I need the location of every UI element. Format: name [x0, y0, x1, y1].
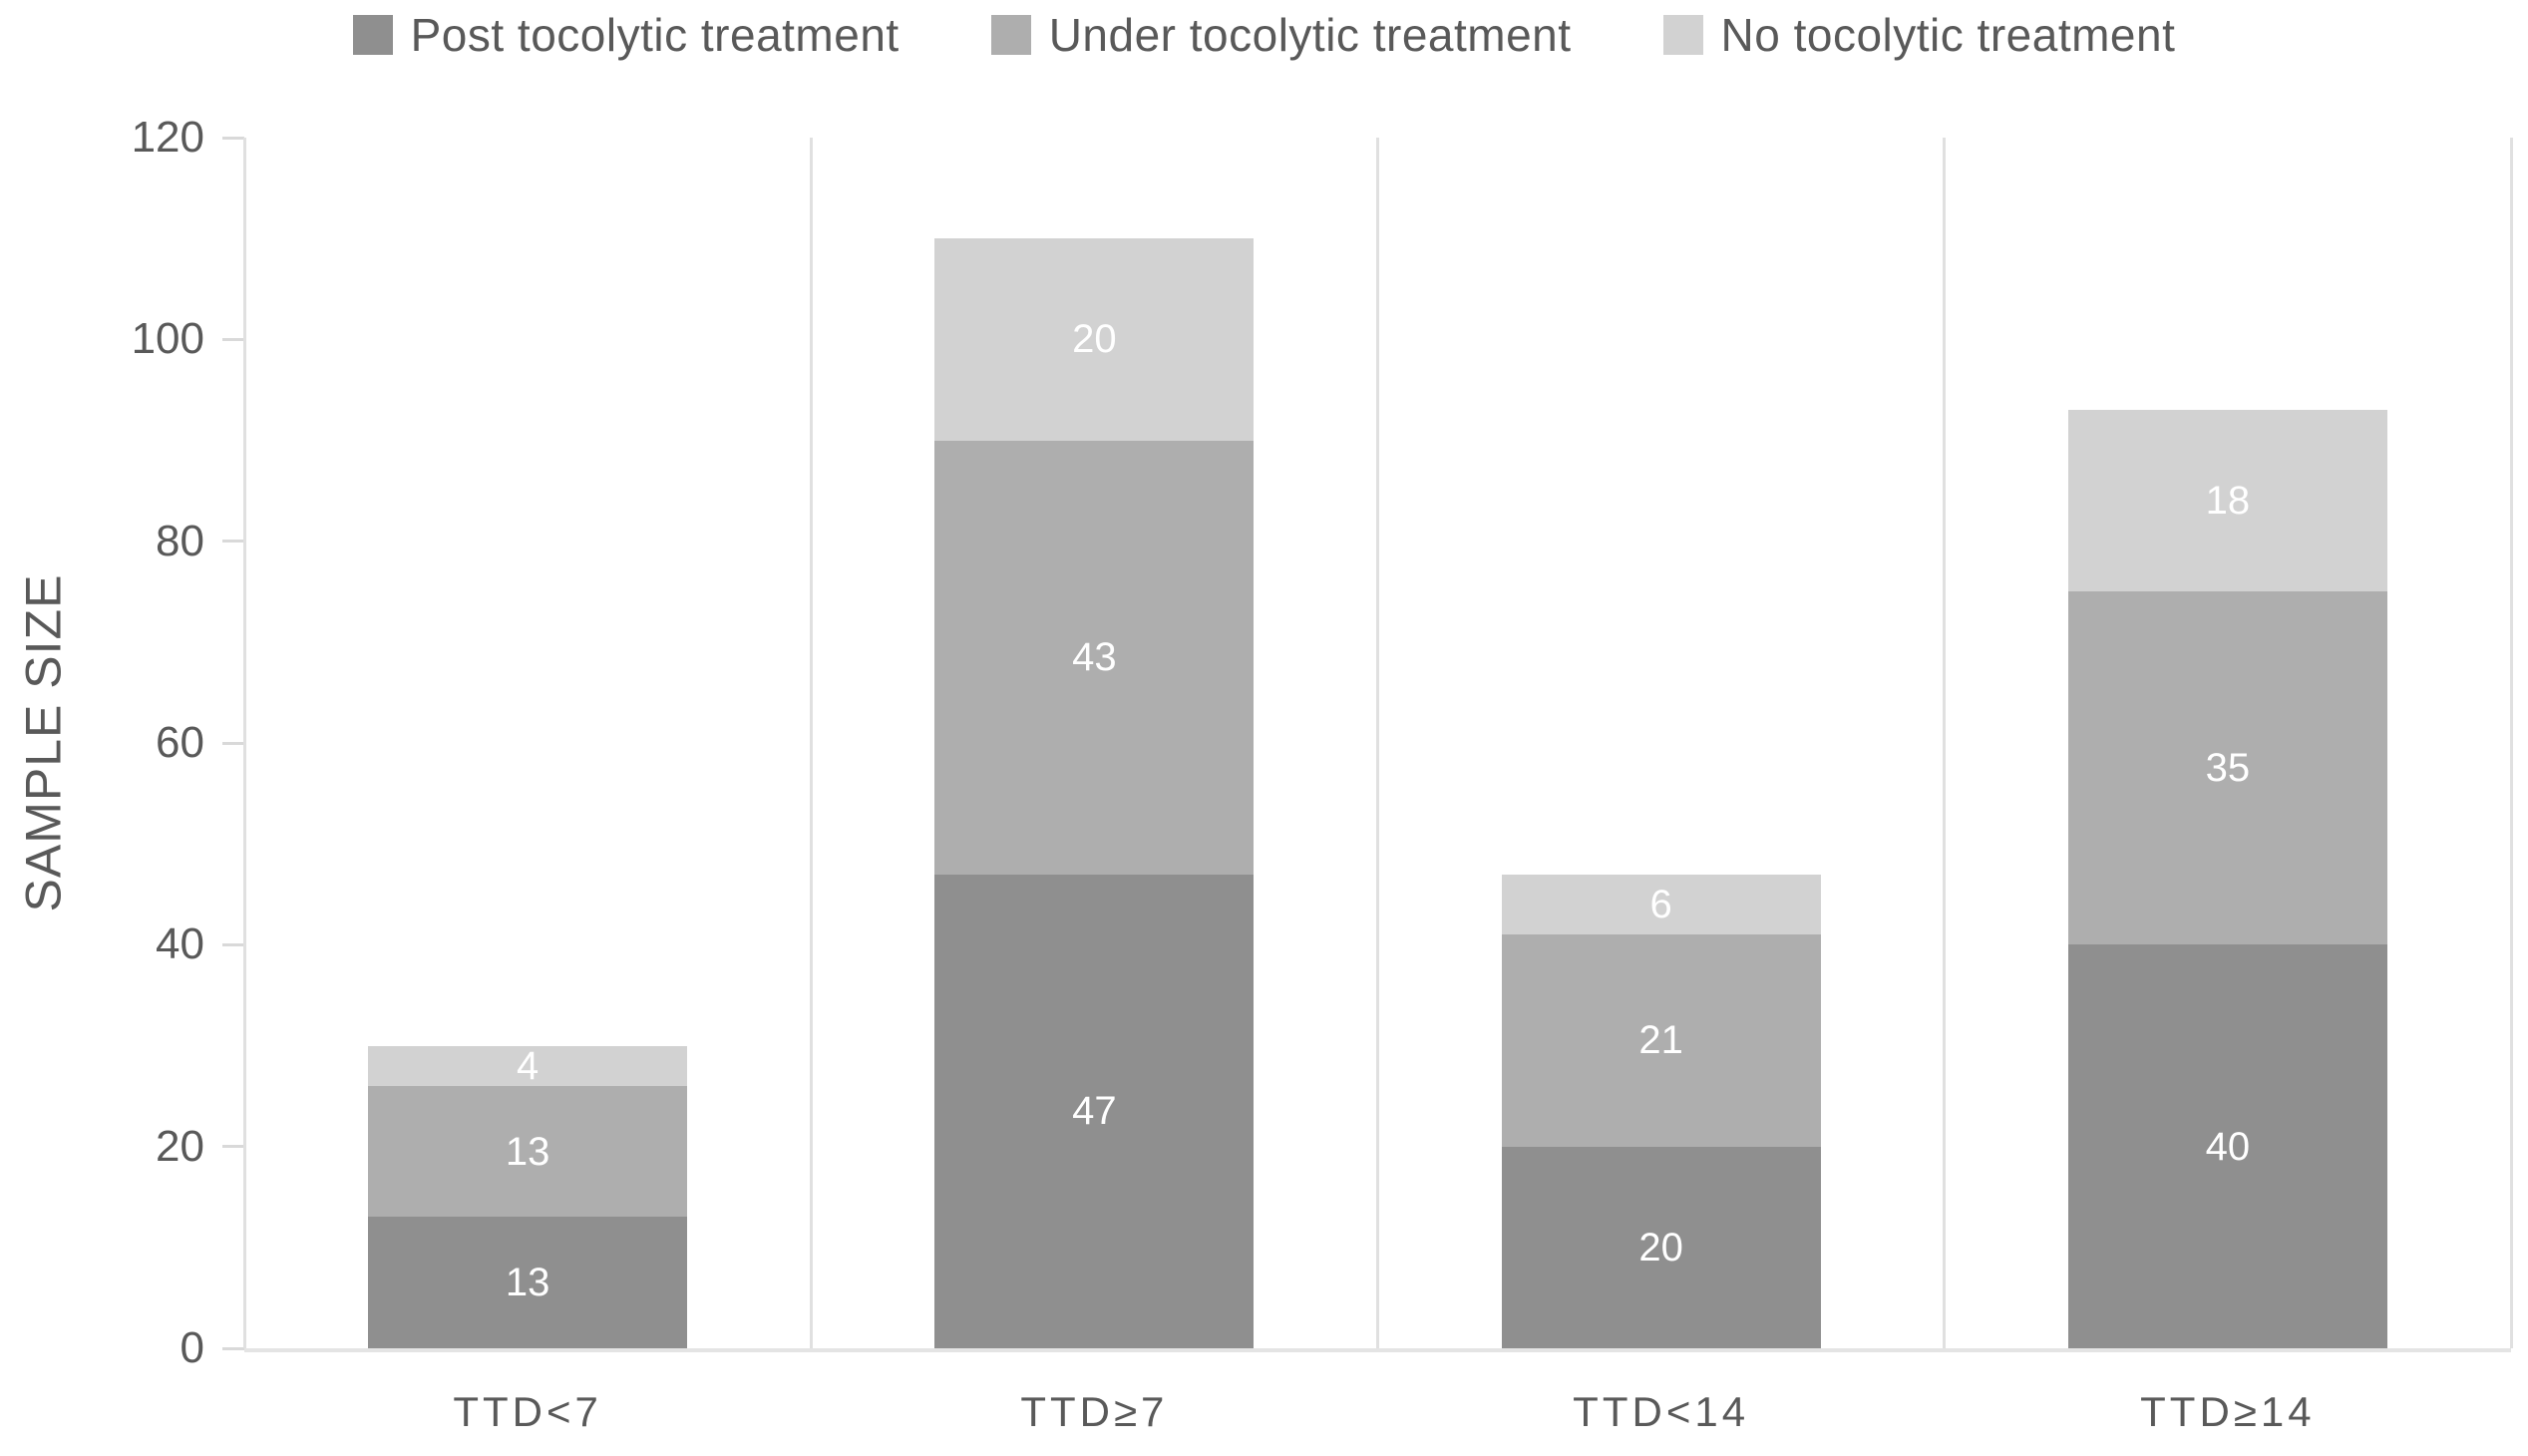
bar-segment: 21	[1501, 934, 1821, 1147]
bar-1: 47 43 20	[934, 238, 1255, 1348]
legend-label: Under tocolytic treatment	[1048, 9, 1572, 61]
y-tick-label: 60	[156, 718, 204, 767]
y-tick-label: 120	[131, 113, 204, 162]
y-tick-mark	[222, 942, 244, 946]
legend-swatch-icon	[1662, 15, 1703, 55]
panel-separator-line	[809, 138, 813, 1348]
data-label: 21	[1638, 1018, 1683, 1063]
panel-separator-line	[1943, 138, 1947, 1348]
bar-2: 20 21 6	[1501, 874, 1821, 1348]
data-label: 20	[1072, 317, 1117, 362]
panel-separator-line	[1376, 138, 1379, 1348]
data-label: 20	[1638, 1225, 1683, 1270]
y-tick-label: 40	[156, 919, 204, 969]
y-tick-mark	[222, 1145, 244, 1149]
legend-item: Post tocolytic treatment	[352, 8, 900, 62]
y-tick-mark	[222, 337, 244, 341]
legend-swatch-icon	[990, 15, 1031, 55]
y-axis-line	[242, 138, 246, 1348]
bar-segment: 43	[934, 440, 1255, 875]
legend-swatch-icon	[352, 15, 393, 55]
bar-segment: 35	[2067, 591, 2387, 945]
x-tick-label: TTD≥7	[1020, 1388, 1169, 1435]
data-label: 13	[505, 1261, 550, 1305]
legend-item: No tocolytic treatment	[1662, 8, 2176, 62]
plot-area: 13 13 4 47 43 20 20 21 6 40 35 18	[242, 138, 2513, 1348]
y-tick-label: 20	[156, 1121, 204, 1171]
bar-segment: 4	[368, 1043, 688, 1088]
data-label: 18	[2205, 479, 2251, 524]
data-label: 40	[2205, 1124, 2251, 1169]
y-tick-mark	[222, 1346, 244, 1350]
data-label: 35	[2205, 746, 2251, 791]
bar-segment: 20	[934, 238, 1255, 441]
y-tick-mark	[222, 136, 244, 140]
chart-legend: Post tocolytic treatment Under tocolytic …	[0, 8, 2528, 62]
bar-segment: 13	[368, 1217, 688, 1348]
x-axis-line	[244, 1348, 2511, 1352]
bar-0: 13 13 4	[368, 1043, 688, 1348]
x-tick-label: TTD≥14	[2140, 1388, 2316, 1435]
y-tick-mark	[222, 540, 244, 544]
panel-separator-line	[2509, 138, 2513, 1348]
bar-segment: 13	[368, 1085, 688, 1218]
data-label: 6	[1649, 882, 1672, 926]
bar-segment: 6	[1501, 874, 1821, 935]
data-label: 43	[1072, 635, 1117, 680]
y-tick-label: 0	[180, 1323, 204, 1372]
legend-label: No tocolytic treatment	[1720, 9, 2176, 61]
data-label: 13	[505, 1129, 550, 1174]
legend-item: Under tocolytic treatment	[990, 8, 1572, 62]
bar-segment: 20	[1501, 1146, 1821, 1348]
bar-segment: 40	[2067, 944, 2387, 1348]
x-tick-label: TTD<7	[453, 1388, 602, 1435]
bar-segment: 18	[2067, 410, 2387, 592]
y-tick-mark	[222, 741, 244, 745]
bar-3: 40 35 18	[2067, 410, 2387, 1348]
legend-label: Post tocolytic treatment	[410, 9, 900, 61]
data-label: 4	[517, 1043, 540, 1088]
x-tick-label: TTD<14	[1573, 1388, 1750, 1435]
data-label: 47	[1072, 1089, 1117, 1134]
y-tick-label: 80	[156, 516, 204, 565]
y-tick-label: 100	[131, 314, 204, 364]
bar-segment: 47	[934, 874, 1255, 1348]
